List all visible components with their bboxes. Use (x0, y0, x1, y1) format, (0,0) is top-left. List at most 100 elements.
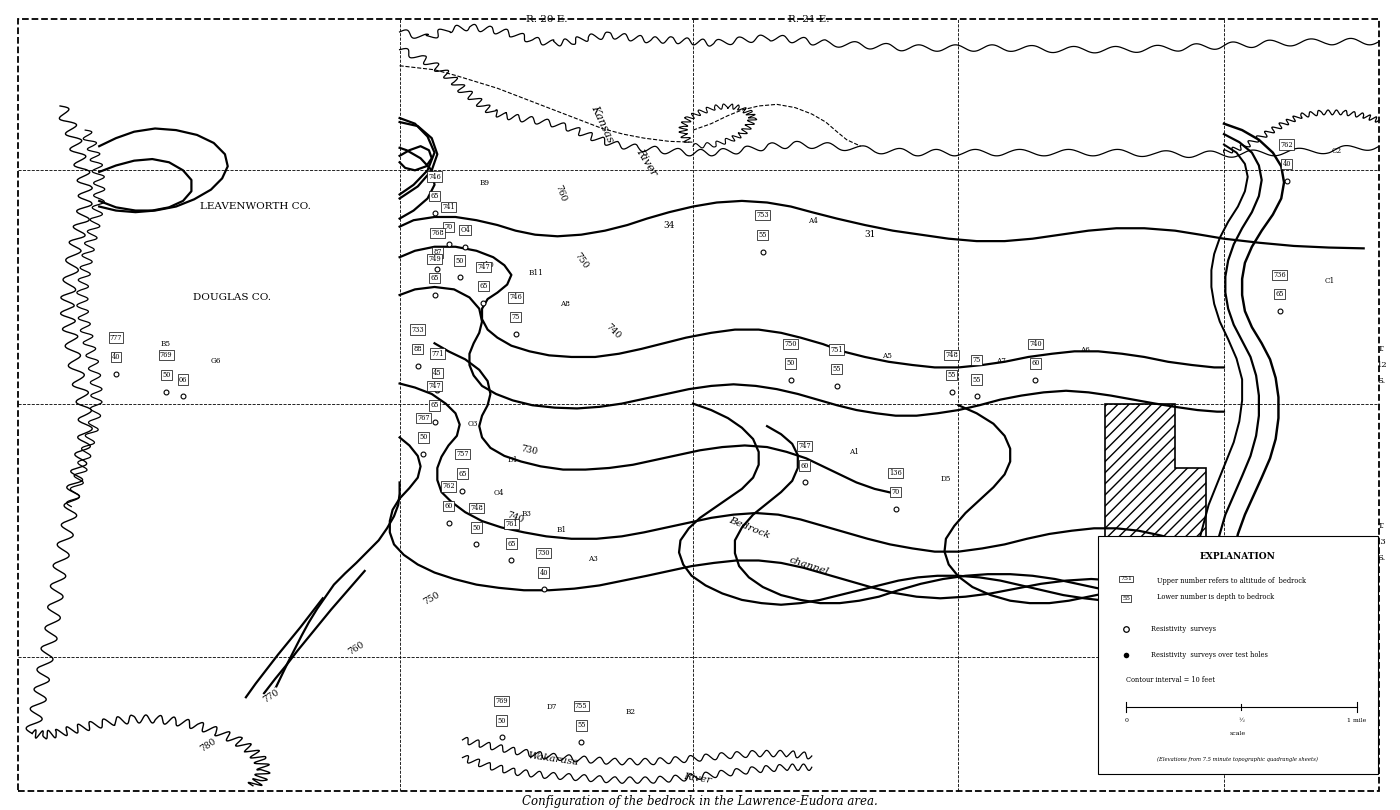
Text: 751: 751 (1120, 577, 1133, 582)
Text: C1: C1 (1324, 277, 1334, 285)
Text: 60: 60 (801, 462, 809, 470)
Text: 65: 65 (1275, 290, 1284, 298)
Text: 770: 770 (262, 688, 281, 705)
Text: A8: A8 (560, 300, 570, 308)
Text: 769: 769 (496, 697, 508, 706)
Text: B2: B2 (626, 708, 636, 716)
Text: R. 21 E.: R. 21 E. (788, 15, 830, 23)
Text: 740: 740 (505, 510, 525, 525)
Text: 741: 741 (442, 203, 455, 211)
Text: 31: 31 (865, 230, 876, 239)
Text: Bedrock: Bedrock (727, 516, 771, 540)
Text: 70: 70 (444, 223, 452, 231)
Text: 55: 55 (948, 371, 956, 379)
Text: O3: O3 (468, 420, 479, 428)
Text: 750: 750 (573, 251, 589, 270)
Text: 34: 34 (664, 220, 675, 229)
Text: 755: 755 (575, 702, 588, 710)
Text: Contour interval = 10 feet: Contour interval = 10 feet (1126, 676, 1215, 684)
Text: 769: 769 (160, 352, 172, 360)
Text: 50: 50 (472, 523, 480, 531)
Text: 88: 88 (413, 345, 421, 353)
Text: 50: 50 (455, 257, 463, 265)
Text: 751: 751 (830, 346, 843, 354)
Text: 750: 750 (421, 590, 441, 607)
Text: 740: 740 (603, 322, 623, 340)
Text: C2: C2 (1331, 147, 1341, 155)
Text: Configuration of the bedrock in the Lawrence-Eudora area.: Configuration of the bedrock in the Lawr… (522, 795, 878, 808)
Text: DOUGLAS CO.: DOUGLAS CO. (193, 293, 272, 302)
Text: 65: 65 (430, 192, 438, 200)
Text: channel: channel (788, 556, 830, 577)
Text: LEAVENWORTH CO.: LEAVENWORTH CO. (200, 202, 311, 211)
Text: 762: 762 (442, 483, 455, 490)
Text: B1: B1 (556, 526, 566, 535)
Text: 730: 730 (538, 549, 550, 557)
Text: 75: 75 (511, 313, 519, 321)
Text: T.: T. (1379, 522, 1386, 530)
Text: 736: 736 (1274, 271, 1287, 279)
Text: 746: 746 (428, 173, 441, 181)
Text: 760: 760 (347, 640, 365, 657)
Text: 762: 762 (1281, 140, 1294, 148)
Text: 55: 55 (833, 365, 841, 373)
Text: 771: 771 (431, 350, 444, 358)
Text: 75: 75 (973, 356, 981, 364)
Text: EXPLANATION: EXPLANATION (1200, 552, 1275, 561)
Text: 753: 753 (756, 211, 769, 220)
Text: A6: A6 (1079, 346, 1091, 354)
Text: 749: 749 (428, 254, 441, 262)
Text: 50: 50 (162, 371, 171, 379)
Text: 55: 55 (577, 722, 585, 730)
Text: Kansas: Kansas (589, 104, 615, 144)
Text: 60: 60 (1032, 360, 1040, 368)
Text: scale: scale (1229, 731, 1246, 736)
Text: 65: 65 (479, 282, 487, 290)
Text: 55: 55 (1123, 596, 1130, 601)
Text: T.: T. (1379, 345, 1386, 353)
Bar (1098, 536, 1378, 774)
Text: B3: B3 (521, 510, 531, 518)
Text: 40: 40 (1282, 160, 1291, 168)
Text: 730: 730 (521, 444, 539, 457)
Text: O4: O4 (493, 488, 504, 497)
Text: River: River (634, 147, 659, 177)
Text: A4: A4 (808, 218, 818, 225)
Text: Resistivity  surveys: Resistivity surveys (1151, 625, 1217, 633)
Text: Upper number refers to altitude of  bedrock: Upper number refers to altitude of bedro… (1156, 577, 1306, 585)
Text: S.: S. (1378, 554, 1386, 562)
Text: 1 mile: 1 mile (1347, 718, 1366, 723)
Text: B10: B10 (479, 261, 494, 269)
Text: A2: A2 (836, 346, 846, 354)
Text: S.: S. (1378, 377, 1386, 385)
Text: 733: 733 (412, 326, 424, 334)
Text: 70: 70 (892, 488, 900, 497)
Text: 45: 45 (433, 369, 441, 377)
Text: 747: 747 (798, 442, 811, 450)
Text: River: River (683, 772, 711, 785)
Text: D5: D5 (941, 475, 951, 483)
Text: 0: 0 (1124, 718, 1128, 723)
Text: ½: ½ (1239, 718, 1245, 723)
Text: 777: 777 (109, 334, 122, 342)
Text: 761: 761 (505, 520, 518, 528)
Text: 748: 748 (470, 504, 483, 512)
Text: 768: 768 (431, 229, 444, 237)
Text: G6: G6 (211, 357, 221, 365)
Text: Lower number is depth to bedrock: Lower number is depth to bedrock (1156, 593, 1274, 601)
Text: 757: 757 (456, 450, 469, 458)
Text: 750: 750 (784, 340, 797, 348)
Text: 65: 65 (458, 470, 466, 478)
Text: A1: A1 (850, 449, 860, 456)
Text: 12: 12 (1376, 361, 1387, 369)
Text: R. 20 E.: R. 20 E. (525, 15, 567, 23)
Text: 746: 746 (510, 293, 522, 301)
Text: 65: 65 (430, 275, 438, 282)
Text: 760: 760 (553, 183, 567, 202)
Text: 65: 65 (430, 401, 438, 409)
Text: 136: 136 (889, 469, 902, 477)
Text: O4: O4 (461, 226, 470, 234)
Text: 50: 50 (419, 433, 427, 441)
Text: 06: 06 (179, 376, 188, 384)
Text: 50: 50 (787, 360, 795, 368)
